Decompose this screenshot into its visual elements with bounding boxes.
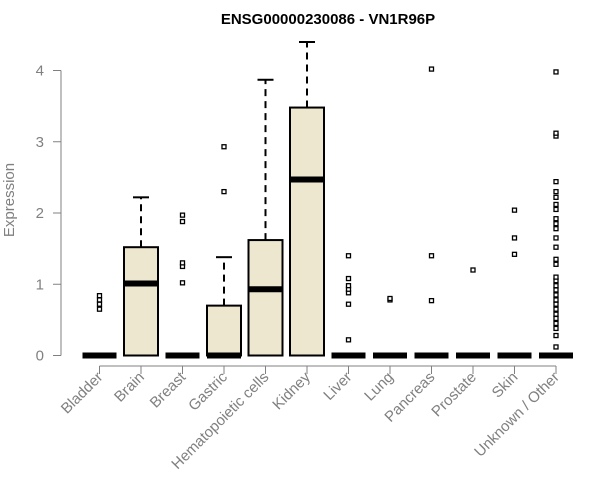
outlier-point	[553, 311, 559, 317]
outlier-point	[470, 267, 476, 273]
outlier-point	[553, 287, 559, 293]
y-axis-label: Expression	[1, 163, 18, 237]
box-group	[373, 295, 407, 359]
outlier-point	[553, 297, 559, 303]
outlier-point	[345, 283, 352, 289]
outlier-point	[428, 297, 435, 304]
outlier-point	[553, 306, 559, 312]
chart-title: ENSG00000230086 - VN1R96P	[221, 11, 435, 28]
box-group	[82, 292, 117, 359]
outlier-point	[96, 306, 103, 312]
y-axis: 0 1 2 3 4	[36, 63, 62, 365]
y-tick-label: 2	[36, 205, 44, 222]
box	[289, 106, 325, 357]
outlier-point	[345, 301, 352, 307]
box-group	[497, 207, 532, 359]
outlier-point	[553, 283, 559, 289]
box	[206, 304, 242, 357]
outlier-point	[553, 344, 559, 350]
outlier-point	[553, 221, 559, 227]
outlier-point	[387, 295, 393, 302]
x-tick-label: Liver	[320, 369, 355, 404]
x-tick-label: Bladder	[58, 369, 107, 418]
outlier-point	[553, 178, 559, 185]
outlier-point	[96, 297, 103, 303]
plot-area	[82, 41, 573, 359]
outlier-point	[553, 244, 559, 250]
outlier-point	[345, 337, 352, 343]
outlier-point	[553, 188, 559, 195]
box	[123, 246, 159, 357]
outlier-point	[553, 332, 559, 339]
box-group	[247, 78, 284, 357]
outlier-point	[553, 235, 559, 241]
outlier-point	[553, 320, 559, 327]
box-group	[414, 66, 449, 359]
x-tick-label: Brain	[111, 369, 148, 406]
x-tick-label: Lung	[361, 369, 397, 405]
outlier-point	[511, 235, 518, 241]
outlier-point	[553, 194, 559, 200]
box-group	[165, 212, 200, 359]
box-group	[123, 196, 159, 357]
outlier-point	[96, 301, 103, 307]
box	[247, 239, 284, 357]
box-group	[206, 144, 242, 359]
outlier-point	[345, 275, 352, 282]
outlier-point	[553, 315, 559, 322]
outlier-point	[221, 144, 227, 150]
outlier-point	[553, 130, 559, 136]
outlier-point	[553, 226, 559, 232]
x-tick-label: Skin	[489, 369, 522, 402]
outlier-point	[345, 253, 352, 259]
outlier-point	[553, 201, 559, 208]
x-tick-label: Breast	[147, 368, 190, 411]
box-group	[456, 267, 490, 359]
outlier-point	[179, 212, 186, 218]
y-tick-label: 1	[36, 276, 44, 293]
outlier-point	[511, 207, 518, 213]
outlier-point	[428, 253, 435, 259]
outlier-point	[553, 325, 559, 332]
outlier-point	[553, 69, 559, 75]
outlier-point	[553, 206, 559, 213]
y-tick-label: 0	[36, 348, 44, 365]
outlier-point	[553, 216, 559, 222]
outlier-point	[179, 260, 186, 266]
y-tick-label: 3	[36, 134, 44, 151]
outlier-point	[179, 218, 186, 225]
outlier-point	[221, 188, 227, 195]
outlier-point	[553, 256, 559, 262]
box-group	[289, 41, 325, 357]
x-tick-label: Prostate	[428, 369, 480, 421]
box-group	[539, 69, 573, 359]
outlier-point	[553, 274, 559, 280]
outlier-point	[179, 280, 186, 286]
outlier-point	[511, 251, 518, 257]
y-tick-label: 4	[36, 63, 44, 80]
outlier-point	[553, 292, 559, 298]
box-group	[331, 253, 366, 359]
outlier-point	[428, 66, 435, 72]
outlier-point	[553, 301, 559, 307]
x-tick-label: Kidney	[269, 368, 314, 413]
outlier-point	[96, 292, 103, 299]
outlier-point	[553, 261, 559, 267]
